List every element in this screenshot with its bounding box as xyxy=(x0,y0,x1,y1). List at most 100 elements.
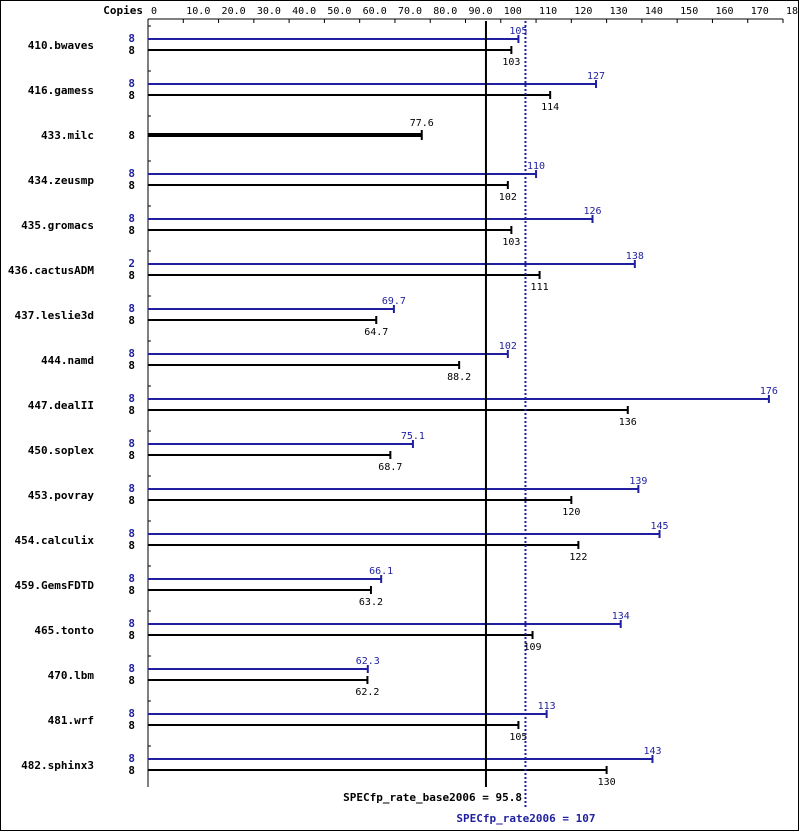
benchmark-rows: 410.bwaves 8 105 8 103 416.gamess 8 127 8 114 433.… xyxy=(8,25,778,788)
x-tick-label: 20.0 xyxy=(222,6,246,17)
benchmark-name: 435.gromacs xyxy=(21,219,94,232)
peak-value-label: 143 xyxy=(643,746,661,757)
x-tick-label: 10.0 xyxy=(186,6,210,17)
peak-copies: 2 xyxy=(128,257,135,270)
benchmark-name: 481.wrf xyxy=(48,714,94,727)
peak-value-label: 110 xyxy=(527,161,545,172)
benchmark-row: 436.cactusADM 2 138 8 111 xyxy=(8,250,644,293)
peak-summary-label: SPECfp_rate2006 = 107 xyxy=(456,812,595,825)
base-copies: 8 xyxy=(128,539,135,552)
base-summary-label: SPECfp_rate_base2006 = 95.8 xyxy=(343,791,522,804)
benchmark-row: 410.bwaves 8 105 8 103 xyxy=(28,25,527,68)
peak-copies: 8 xyxy=(128,572,135,585)
peak-copies: 8 xyxy=(128,527,135,540)
benchmark-row: 437.leslie3d 8 69.7 8 64.7 xyxy=(15,295,406,338)
benchmark-row: 444.namd 8 102 8 88.2 xyxy=(41,340,517,383)
x-tick-label: 120 xyxy=(574,6,592,17)
x-tick-label: 70.0 xyxy=(398,6,422,17)
benchmark-row: 450.soplex 8 75.1 8 68.7 xyxy=(28,430,425,473)
peak-value-label: 66.1 xyxy=(369,566,393,577)
benchmark-name: 450.soplex xyxy=(28,444,95,457)
base-copies: 8 xyxy=(128,494,135,507)
base-copies: 8 xyxy=(128,314,135,327)
x-tick-label: 40.0 xyxy=(292,6,316,17)
base-value-label: 88.2 xyxy=(447,372,471,383)
base-copies: 8 xyxy=(128,89,135,102)
peak-copies: 8 xyxy=(128,482,135,495)
benchmark-name: 434.zeusmp xyxy=(28,174,95,187)
x-tick-label: 30.0 xyxy=(257,6,281,17)
peak-copies: 8 xyxy=(128,707,135,720)
base-value-label: 120 xyxy=(562,507,580,518)
benchmark-name: 447.dealII xyxy=(28,399,94,412)
base-value-label: 136 xyxy=(619,417,637,428)
base-value-label: 122 xyxy=(569,552,587,563)
x-tick-label: 60.0 xyxy=(363,6,387,17)
benchmark-name: 444.namd xyxy=(41,354,94,367)
benchmark-name: 470.lbm xyxy=(48,669,95,682)
base-copies: 8 xyxy=(128,224,135,237)
peak-copies: 8 xyxy=(128,662,135,675)
x-tick-label: 130 xyxy=(610,6,628,17)
x-tick-label: 100 xyxy=(504,6,522,17)
base-value-label: 64.7 xyxy=(364,327,388,338)
benchmark-row: 470.lbm 8 62.3 8 62.2 xyxy=(48,655,380,698)
base-copies: 8 xyxy=(128,584,135,597)
base-copies: 8 xyxy=(128,719,135,732)
x-tick-label: 80.0 xyxy=(433,6,457,17)
base-value-label: 103 xyxy=(502,237,520,248)
benchmark-name: 416.gamess xyxy=(28,84,94,97)
peak-value-label: 134 xyxy=(612,611,630,622)
base-copies: 8 xyxy=(128,269,135,282)
benchmark-name: 437.leslie3d xyxy=(15,309,94,322)
base-value-label: 63.2 xyxy=(359,597,383,608)
peak-value-label: 113 xyxy=(538,701,556,712)
peak-value-label: 102 xyxy=(499,341,517,352)
peak-value-label: 62.3 xyxy=(356,656,380,667)
peak-value-label: 145 xyxy=(650,521,668,532)
x-tick-label: 90.0 xyxy=(469,6,493,17)
peak-copies: 8 xyxy=(128,77,135,90)
base-value-label: 111 xyxy=(531,282,549,293)
peak-copies: 8 xyxy=(128,437,135,450)
base-copies: 8 xyxy=(128,629,135,642)
peak-copies: 8 xyxy=(128,347,135,360)
peak-copies: 8 xyxy=(128,212,135,225)
base-copies: 8 xyxy=(128,764,135,777)
base-value-label: 62.2 xyxy=(355,687,379,698)
benchmark-name: 436.cactusADM xyxy=(8,264,94,277)
x-tick-label: 150 xyxy=(680,6,698,17)
benchmark-row: 434.zeusmp 8 110 8 102 xyxy=(28,160,545,203)
base-copies: 8 xyxy=(128,449,135,462)
peak-value-label: 139 xyxy=(629,476,647,487)
benchmark-row: 447.dealII 8 176 8 136 xyxy=(28,385,778,428)
x-tick-label: 0 xyxy=(151,6,157,17)
benchmark-name: 459.GemsFDTD xyxy=(15,579,95,592)
peak-copies: 8 xyxy=(128,617,135,630)
x-tick-label: 170 xyxy=(751,6,769,17)
base-value-label: 102 xyxy=(499,192,517,203)
copies-header: Copies xyxy=(103,4,143,17)
base-value-label: 114 xyxy=(541,102,559,113)
benchmark-row: 433.milc 8 77.6 xyxy=(41,115,434,142)
benchmark-row: 459.GemsFDTD 8 66.1 8 63.2 xyxy=(15,565,393,608)
x-tick-label: 50.0 xyxy=(327,6,351,17)
benchmark-row: 435.gromacs 8 126 8 103 xyxy=(21,205,602,248)
base-value-label: 109 xyxy=(523,642,541,653)
peak-value-label: 127 xyxy=(587,71,605,82)
base-copies: 8 xyxy=(128,44,135,57)
x-axis: 0 10.0 20.0 30.0 40.0 50.0 60.0 70.0 80.0 90.0 100… xyxy=(147,6,798,787)
x-tick-label: 110 xyxy=(539,6,557,17)
peak-value-label: 69.7 xyxy=(382,296,406,307)
peak-value-label: 105 xyxy=(509,26,527,37)
reference-lines: SPECfp_rate_base2006 = 95.8 SPECfp_rate20… xyxy=(343,21,595,825)
benchmark-name: 465.tonto xyxy=(34,624,94,637)
base-value-label: 130 xyxy=(598,777,616,788)
peak-copies: 8 xyxy=(128,752,135,765)
x-tick-label: 160 xyxy=(715,6,733,17)
x-tick-label: 180 xyxy=(786,6,798,17)
peak-copies: 8 xyxy=(128,392,135,405)
base-value-label: 105 xyxy=(509,732,527,743)
